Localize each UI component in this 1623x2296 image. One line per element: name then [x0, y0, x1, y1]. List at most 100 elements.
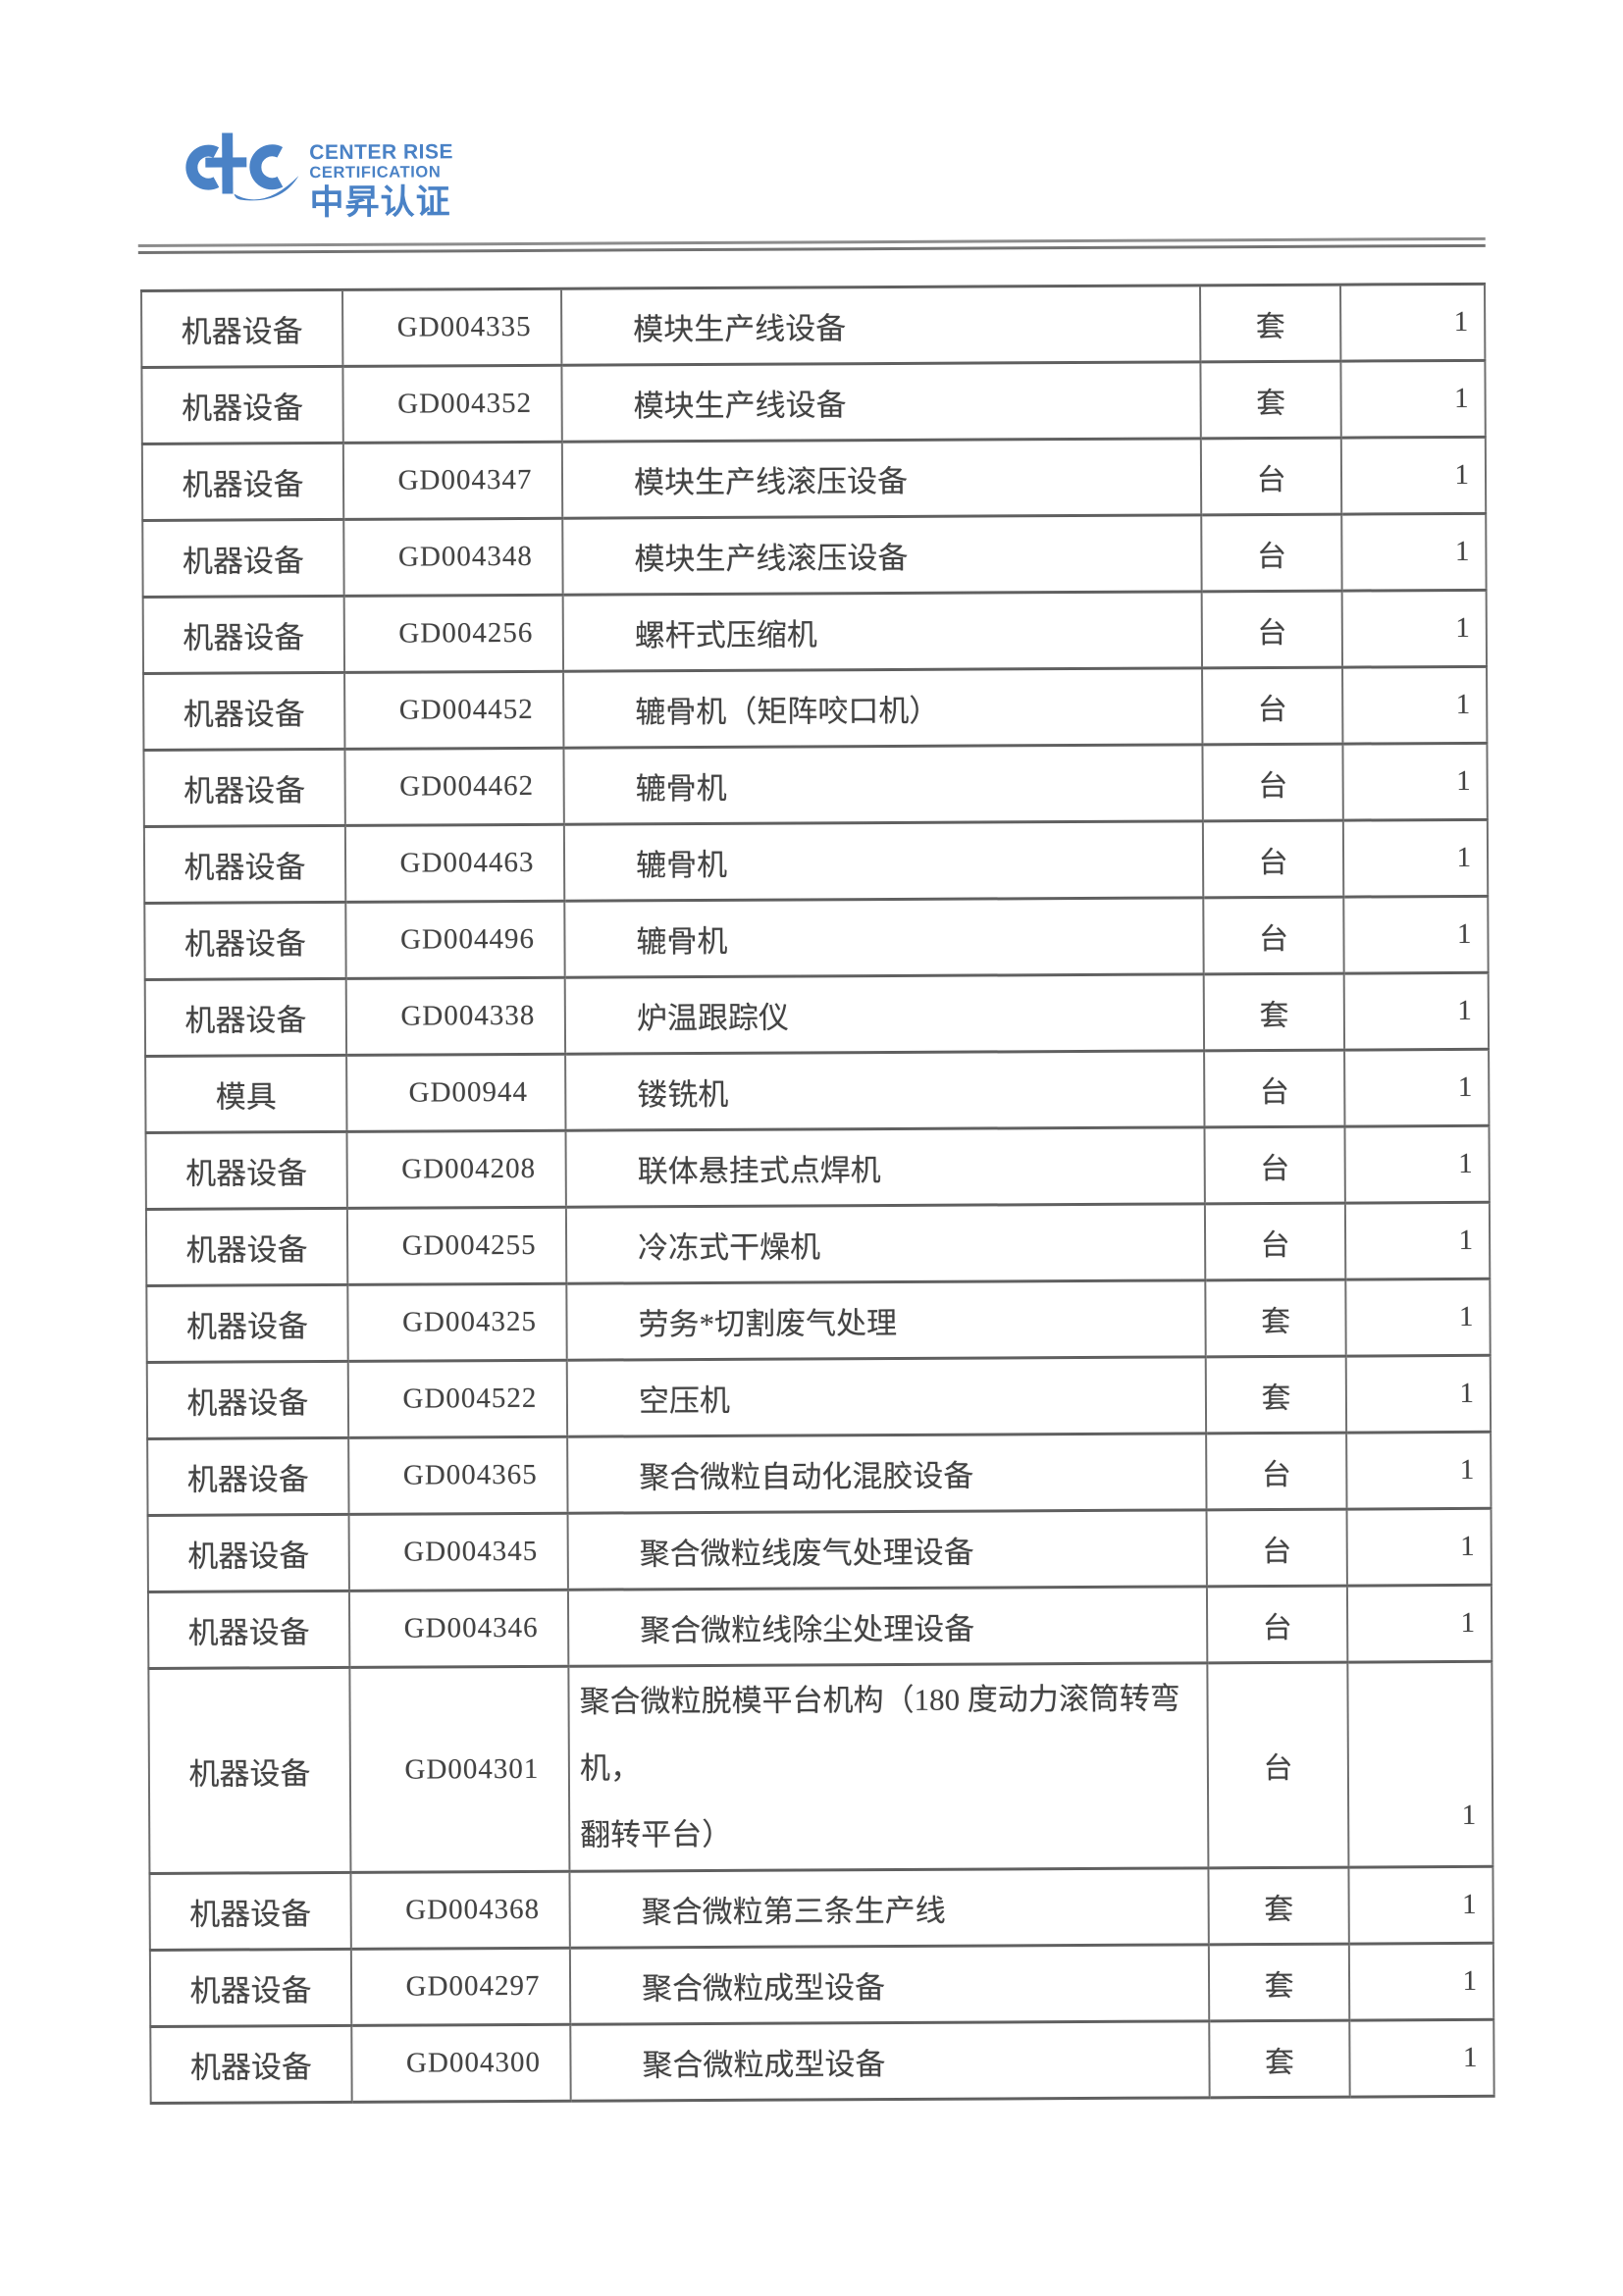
category-cell: 机器设备 [147, 1514, 349, 1592]
table-row: 模具 GD00944 镂铣机 台 1 [145, 1049, 1490, 1133]
logo-english-line2: CERTIFICATION [309, 163, 442, 183]
table-row: 机器设备 GD004462 辘骨机 台 1 [143, 743, 1488, 827]
quantity-cell: 1 [1343, 972, 1490, 1051]
table-row: 机器设备 GD004301 聚合微粒脱模平台机构（180 度动力滚筒转弯机， 翻… [148, 1661, 1493, 1874]
table-row: 机器设备 GD004346 聚合微粒线除尘处理设备 台 1 [147, 1585, 1492, 1669]
description-cell: 聚合微粒成型设备 [569, 1944, 1210, 2025]
category-cell: 机器设备 [148, 1667, 351, 1874]
category-cell: 机器设备 [143, 672, 345, 751]
quantity-cell: 1 [1348, 1866, 1493, 1945]
table-row: 机器设备 GD004335 模块生产线设备 套 1 [141, 284, 1486, 368]
description-cell: 聚合微粒线除尘处理设备 [567, 1586, 1208, 1667]
asset-code-cell: GD004208 [346, 1130, 566, 1209]
asset-code-cell: GD004325 [347, 1283, 567, 1362]
asset-code-cell: GD004496 [345, 901, 565, 979]
description-cell: 模块生产线滚压设备 [562, 514, 1202, 596]
description-cell: 聚合微粒成型设备 [570, 2020, 1210, 2102]
unit-cell: 套 [1205, 1356, 1347, 1434]
table-row: 机器设备 GD004300 聚合微粒成型设备 套 1 [150, 2019, 1494, 2104]
description-cell: 聚合微粒线废气处理设备 [567, 1509, 1207, 1591]
quantity-cell: 1 [1348, 1943, 1494, 2021]
asset-code-cell: GD004452 [344, 671, 564, 750]
table-row: 机器设备 GD004347 模块生产线滚压设备 台 1 [141, 437, 1487, 521]
equipment-table: 机器设备 GD004335 模块生产线设备 套 1 机器设备 GD004352 … [140, 283, 1495, 2105]
unit-cell: 台 [1204, 1203, 1346, 1280]
quantity-cell: 1 [1341, 590, 1488, 668]
unit-cell: 套 [1208, 1867, 1349, 1945]
quantity-cell: 1 [1343, 896, 1489, 974]
category-cell: 机器设备 [144, 978, 347, 1057]
unit-cell: 台 [1207, 1662, 1349, 1868]
table-row: 机器设备 GD004345 聚合微粒线废气处理设备 台 1 [147, 1508, 1492, 1592]
unit-cell: 台 [1203, 897, 1344, 974]
quantity-cell: 1 [1344, 1049, 1490, 1127]
category-cell: 机器设备 [143, 825, 346, 904]
equipment-table-body: 机器设备 GD004335 模块生产线设备 套 1 机器设备 GD004352 … [141, 284, 1494, 2104]
description-cell: 冷冻式干燥机 [565, 1203, 1206, 1284]
asset-code-cell: GD004338 [345, 977, 566, 1056]
description-cell: 螺杆式压缩机 [562, 591, 1203, 672]
unit-cell: 台 [1206, 1509, 1347, 1587]
quantity-cell: 1 [1345, 1355, 1492, 1434]
description-cell: 辘骨机（矩阵咬口机） [563, 667, 1203, 749]
table-row: 机器设备 GD004325 劳务*切割废气处理 套 1 [146, 1278, 1491, 1363]
quantity-cell: 1 [1340, 437, 1487, 515]
unit-cell: 台 [1202, 667, 1343, 745]
asset-code-cell: GD004365 [348, 1436, 568, 1515]
category-cell: 机器设备 [145, 1131, 347, 1210]
unit-cell: 套 [1199, 285, 1341, 362]
unit-cell: 台 [1202, 820, 1344, 898]
description-cell: 聚合微粒第三条生产线 [569, 1867, 1209, 1949]
quantity-cell: 1 [1349, 2019, 1494, 2098]
description-cell: 空压机 [566, 1356, 1207, 1437]
unit-cell: 台 [1204, 1126, 1345, 1204]
asset-code-cell: GD004347 [342, 442, 563, 520]
category-cell: 机器设备 [145, 1208, 348, 1286]
quantity-cell: 1 [1344, 1202, 1491, 1280]
category-cell: 机器设备 [150, 2025, 352, 2104]
crc-monogram-icon [185, 132, 299, 201]
asset-code-cell: GD004335 [342, 288, 562, 367]
asset-code-cell: GD004300 [351, 2024, 571, 2103]
description-cell: 辘骨机 [563, 820, 1204, 902]
description-cell: 聚合微粒脱模平台机构（180 度动力滚筒转弯机， 翻转平台） [568, 1662, 1209, 1872]
table-row: 机器设备 GD004338 炉温跟踪仪 套 1 [144, 972, 1490, 1057]
quantity-cell: 1 [1342, 819, 1489, 898]
description-cell: 模块生产线设备 [561, 285, 1201, 366]
asset-code-cell: GD004301 [349, 1666, 570, 1873]
quantity-cell: 1 [1346, 1432, 1492, 1510]
asset-code-cell: GD00944 [346, 1054, 566, 1132]
description-cell: 劳务*切割废气处理 [566, 1279, 1206, 1361]
unit-cell: 台 [1206, 1433, 1347, 1510]
description-cell: 联体悬挂式点焊机 [565, 1126, 1205, 1208]
unit-cell: 台 [1201, 514, 1342, 592]
asset-code-cell: GD004346 [348, 1590, 569, 1668]
category-cell: 机器设备 [141, 289, 343, 368]
description-cell: 辘骨机 [563, 744, 1203, 825]
logo: CENTER RISE CERTIFICATION 中昇认证 [179, 130, 473, 222]
asset-code-cell: GD004297 [350, 1948, 571, 2026]
category-cell: 机器设备 [144, 902, 346, 980]
table-row: 机器设备 GD004348 模块生产线滚压设备 台 1 [142, 513, 1487, 598]
quantity-cell: 1 [1340, 360, 1486, 439]
unit-cell: 台 [1202, 744, 1343, 821]
category-cell: 机器设备 [141, 366, 343, 444]
quantity-cell: 1 [1344, 1125, 1490, 1204]
unit-cell: 台 [1206, 1586, 1348, 1663]
logo-english-line1: CENTER RISE [309, 140, 454, 165]
asset-code-cell: GD004368 [350, 1871, 570, 1950]
unit-cell: 台 [1201, 591, 1343, 668]
category-cell: 机器设备 [147, 1437, 349, 1516]
description-cell: 模块生产线设备 [561, 361, 1201, 443]
table-row: 机器设备 GD004368 聚合微粒第三条生产线 套 1 [149, 1866, 1493, 1951]
asset-code-cell: GD004463 [344, 824, 565, 903]
table-row: 机器设备 GD004463 辘骨机 台 1 [143, 819, 1489, 904]
asset-code-cell: GD004522 [347, 1360, 568, 1438]
quantity-cell: 1 [1341, 513, 1487, 592]
table-row: 机器设备 GD004452 辘骨机（矩阵咬口机） 台 1 [143, 666, 1488, 751]
quantity-cell: 1 [1347, 1661, 1493, 1868]
asset-code-cell: GD004462 [344, 748, 564, 826]
unit-cell: 台 [1200, 438, 1342, 515]
category-cell: 模具 [145, 1055, 347, 1133]
